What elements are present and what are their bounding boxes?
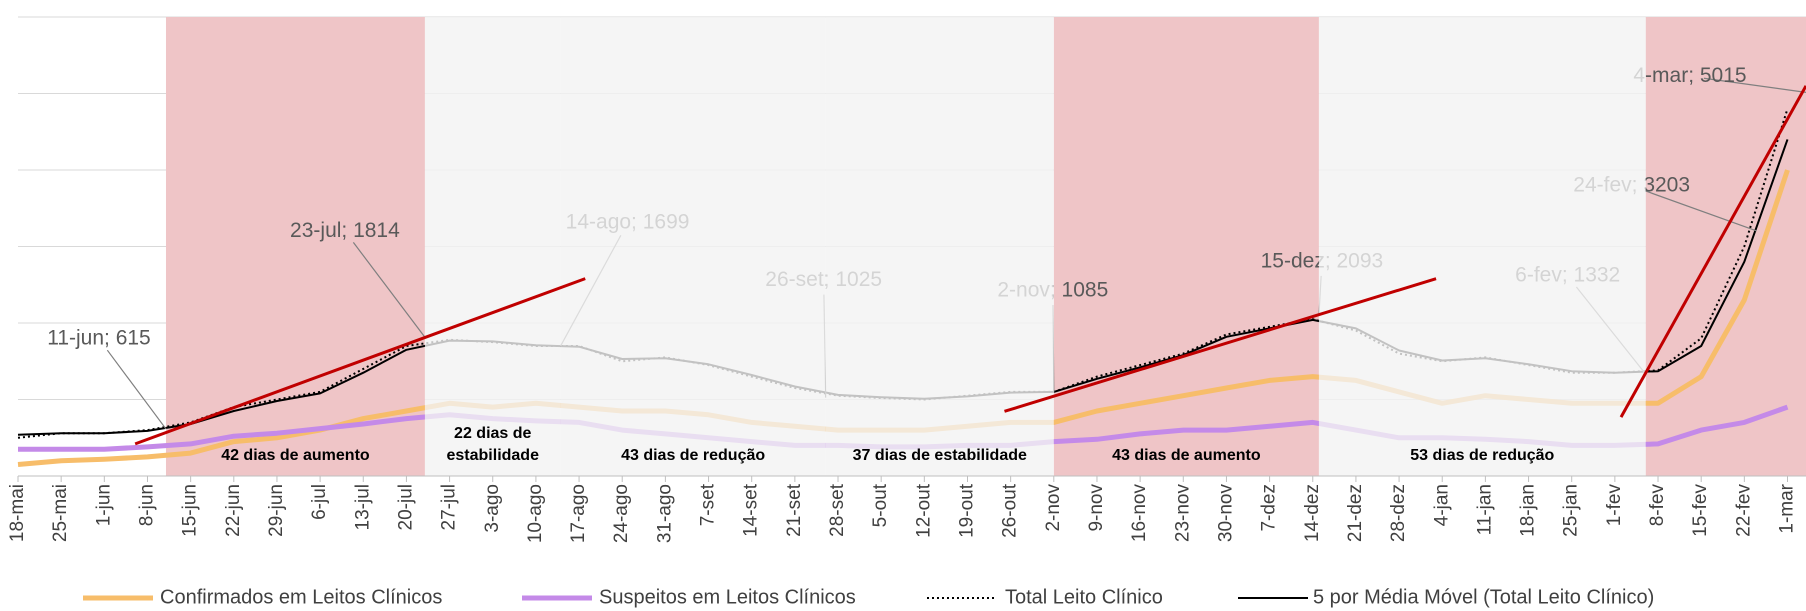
period-band (560, 17, 826, 476)
trend-line (134, 277, 586, 446)
x-tick-label: 1-mar (1777, 483, 1798, 533)
x-tick-label: 2-nov (1043, 484, 1064, 532)
period-band (1053, 17, 1319, 476)
x-tick-label: 29-jun (266, 484, 287, 537)
x-tick-label: 22-jun (223, 484, 244, 537)
x-tick-label: 1-jun (93, 484, 114, 526)
x-tick-label: 25-jan (1561, 484, 1582, 537)
x-tick-label: 21-dez (1345, 484, 1366, 542)
x-tick-label: 20-jul (395, 484, 416, 530)
x-tick-label: 31-ago (654, 484, 675, 543)
period-label: 43 dias de redução (621, 447, 765, 464)
legend-label: Confirmados em Leitos Clínicos (160, 586, 442, 608)
period-band (1645, 17, 1806, 476)
x-tick-label: 6-jul (309, 484, 330, 520)
x-tick-label: 1-fev (1604, 484, 1625, 527)
x-tick-label: 12-out (913, 483, 934, 538)
x-tick-label: 27-jul (439, 484, 460, 530)
x-tick-label: 19-out (957, 483, 978, 538)
x-tick-label: 8-fev (1647, 484, 1668, 527)
x-tick-label: 21-set (784, 483, 805, 537)
legend-label: Suspeitos em Leitos Clínicos (599, 586, 856, 608)
annotation-leader (106, 349, 167, 430)
x-tick-label: 28-dez (1388, 484, 1409, 542)
x-tick-label: 17-ago (568, 484, 589, 543)
x-tick-label: 22-fev (1733, 484, 1754, 537)
period-band (424, 17, 561, 476)
annotation-leader (352, 242, 426, 338)
x-tick-label: 16-nov (1129, 484, 1150, 543)
x-tick-label: 25-mai (50, 484, 71, 542)
x-tick-label: 26-out (1000, 483, 1021, 538)
period-band (1318, 17, 1646, 476)
x-tick-label: 11-jan (1474, 484, 1495, 535)
x-tick-label: 8-jun (136, 484, 157, 526)
x-tick-label: 18-mai (7, 484, 28, 542)
x-tick-label: 10-ago (525, 484, 546, 543)
x-tick-label: 5-out (870, 483, 891, 527)
trend-line (1619, 85, 1806, 418)
annotation-leader (1703, 77, 1806, 93)
annotation-label: 23-jul; 1814 (290, 219, 400, 242)
x-tick-label: 24-ago (611, 484, 632, 543)
x-tick-label: 7-dez (1259, 484, 1280, 532)
period-label: 42 dias de aumento (221, 447, 370, 464)
x-tick-label: 30-nov (1215, 484, 1236, 543)
period-label: estabilidade (447, 447, 540, 464)
x-tick-label: 28-set (827, 483, 848, 537)
x-tick-label: 14-set (741, 483, 762, 537)
x-tick-label: 15-jun (180, 484, 201, 537)
x-tick-label: 4-jan (1431, 484, 1452, 526)
legend-label: Total Leito Clínico (1005, 586, 1163, 608)
annotation-label: 4-mar; 5015 (1633, 64, 1746, 87)
trend-line (1004, 277, 1437, 413)
x-tick-label: 7-set (698, 483, 719, 526)
x-tick-label: 23-nov (1172, 484, 1193, 543)
x-tick-label: 15-fev (1690, 484, 1711, 537)
annotation-label: 11-jun; 615 (47, 326, 151, 349)
period-band (165, 17, 425, 476)
period-label: 22 dias de (454, 425, 531, 442)
x-tick-label: 3-ago (482, 484, 503, 533)
x-tick-label: 13-jul (352, 484, 373, 530)
period-label: 53 dias de redução (1410, 447, 1554, 464)
legend-label: 5 por Média Móvel (Total Leito Clínico) (1313, 586, 1654, 608)
period-label: 43 dias de aumento (1112, 447, 1261, 464)
period-band (825, 17, 1054, 476)
annotation-leader (1644, 190, 1757, 232)
x-tick-label: 14-dez (1302, 484, 1323, 542)
x-tick-label: 9-nov (1086, 484, 1107, 532)
period-label: 37 dias de estabilidade (853, 447, 1027, 464)
x-tick-label: 18-jan (1518, 484, 1539, 537)
